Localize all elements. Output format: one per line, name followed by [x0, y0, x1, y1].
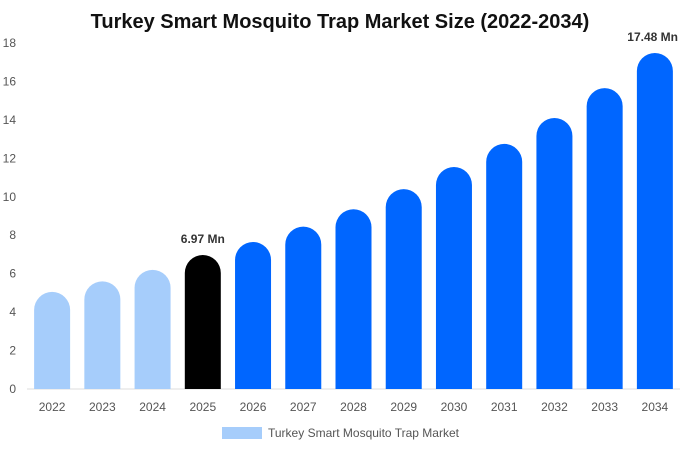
bar-2024 — [134, 269, 171, 389]
x-tick-label: 2029 — [390, 400, 417, 414]
x-tick-label: 2031 — [491, 400, 518, 414]
bar-2022 — [34, 291, 71, 389]
x-tick-label: 2022 — [39, 400, 66, 414]
chart-title: Turkey Smart Mosquito Trap Market Size (… — [91, 11, 590, 33]
y-tick-label: 14 — [3, 113, 17, 127]
y-tick-label: 18 — [3, 36, 17, 50]
x-tick-label: 2026 — [240, 400, 267, 414]
x-tick-label: 2023 — [89, 400, 116, 414]
x-tick-label: 2028 — [340, 400, 367, 414]
bar-2026 — [235, 241, 272, 389]
y-tick-label: 2 — [9, 344, 16, 358]
x-tick-label: 2030 — [441, 400, 468, 414]
bar-2028 — [335, 209, 372, 389]
x-tick-label: 2033 — [591, 400, 618, 414]
data-labels: 6.97 Mn 17.48 Mn — [181, 30, 678, 246]
bar-2027 — [285, 226, 322, 389]
y-tick-label: 16 — [3, 74, 17, 88]
x-axis: 2022 2023 2024 2025 2026 2027 2028 2029 2030 2031… — [39, 400, 669, 414]
bar-2034 — [636, 52, 673, 390]
y-tick-label: 8 — [9, 228, 16, 242]
x-tick-label: 2034 — [642, 400, 669, 414]
bars-group — [34, 52, 673, 390]
legend-swatch — [222, 427, 262, 439]
data-label-2034: 17.48 Mn — [627, 30, 678, 44]
bar-2033 — [586, 88, 623, 389]
y-tick-label: 6 — [9, 267, 16, 281]
y-tick-label: 12 — [3, 151, 17, 165]
x-tick-label: 2024 — [139, 400, 166, 414]
legend-label: Turkey Smart Mosquito Trap Market — [268, 426, 460, 440]
x-tick-label: 2027 — [290, 400, 317, 414]
bar-2029 — [385, 189, 422, 389]
x-tick-label: 2032 — [541, 400, 568, 414]
y-tick-label: 4 — [9, 305, 16, 319]
y-tick-label: 0 — [9, 382, 16, 396]
bar-2031 — [486, 143, 523, 389]
data-label-2025: 6.97 Mn — [181, 232, 225, 246]
bar-2030 — [435, 166, 472, 389]
bar-2025 — [184, 255, 221, 389]
y-tick-label: 10 — [3, 190, 17, 204]
bar-2032 — [536, 117, 573, 389]
bar-2023 — [84, 281, 121, 389]
y-axis: 0 2 4 6 8 10 12 14 16 18 — [3, 36, 17, 396]
x-tick-label: 2025 — [189, 400, 216, 414]
legend: Turkey Smart Mosquito Trap Market — [222, 426, 460, 440]
